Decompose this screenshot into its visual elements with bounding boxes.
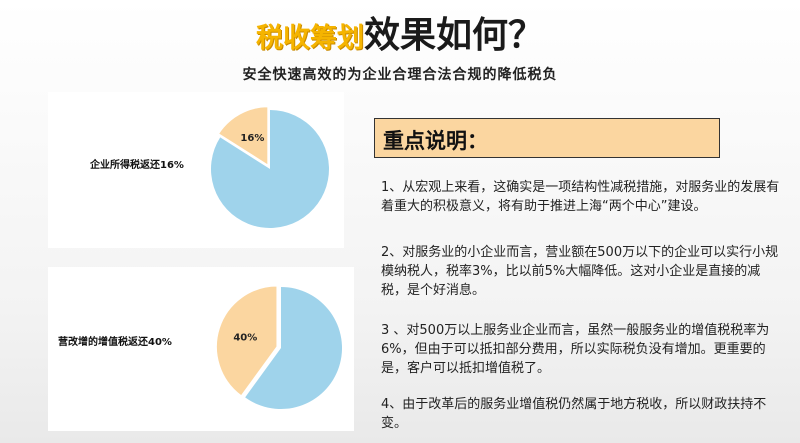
pie-card-vat: 营改增的增值税返还40% 40%: [48, 267, 354, 431]
page-subtitle: 安全快速高效的为企业合理合法合规的降低税负: [242, 67, 558, 83]
pie-label-income-tax: 企业所得税返还16%: [90, 160, 184, 171]
key-point-4: 4、由于改革后的服务业增值税仍然属于地方税收，所以财政扶持不变。: [381, 397, 767, 431]
title-accent: 税收筹划: [255, 23, 364, 54]
page-title: 税收筹划效果如何？: [0, 14, 800, 64]
key-point-3: 3 、对500万以上服务业企业而言，虽然一般服务业的增值税税率为6%，但由于可以…: [381, 323, 770, 376]
pie-slice-rest: [210, 110, 329, 228]
title-main: 效果如何？: [363, 15, 544, 56]
key-points-title: 重点说明：: [383, 129, 488, 153]
pie-chart-income-tax: 16%: [210, 105, 329, 228]
pie-slice-rest: [245, 287, 343, 409]
key-points-header: 重点说明：: [374, 118, 720, 158]
key-point-1: 1、从宏观上来看，这确实是一项结构性减税措施，对服务业的发展有着重大的积极意义，…: [381, 180, 780, 214]
pie-slice-highlight: [217, 105, 269, 167]
pie-slice-value-label: 16%: [240, 133, 264, 144]
pie-slice-highlight: [215, 285, 278, 398]
pie-chart-vat: 40%: [215, 285, 343, 409]
pie-label-vat: 营改增的增值税返还40%: [58, 337, 172, 348]
pie-slice-value-label: 40%: [233, 332, 257, 343]
pie-card-income-tax: 企业所得税返还16% 16%: [48, 92, 344, 248]
key-point-2: 2、对服务业的小企业而言，营业额在500万以下的企业可以实行小规模纳税人，税率3…: [381, 245, 779, 298]
